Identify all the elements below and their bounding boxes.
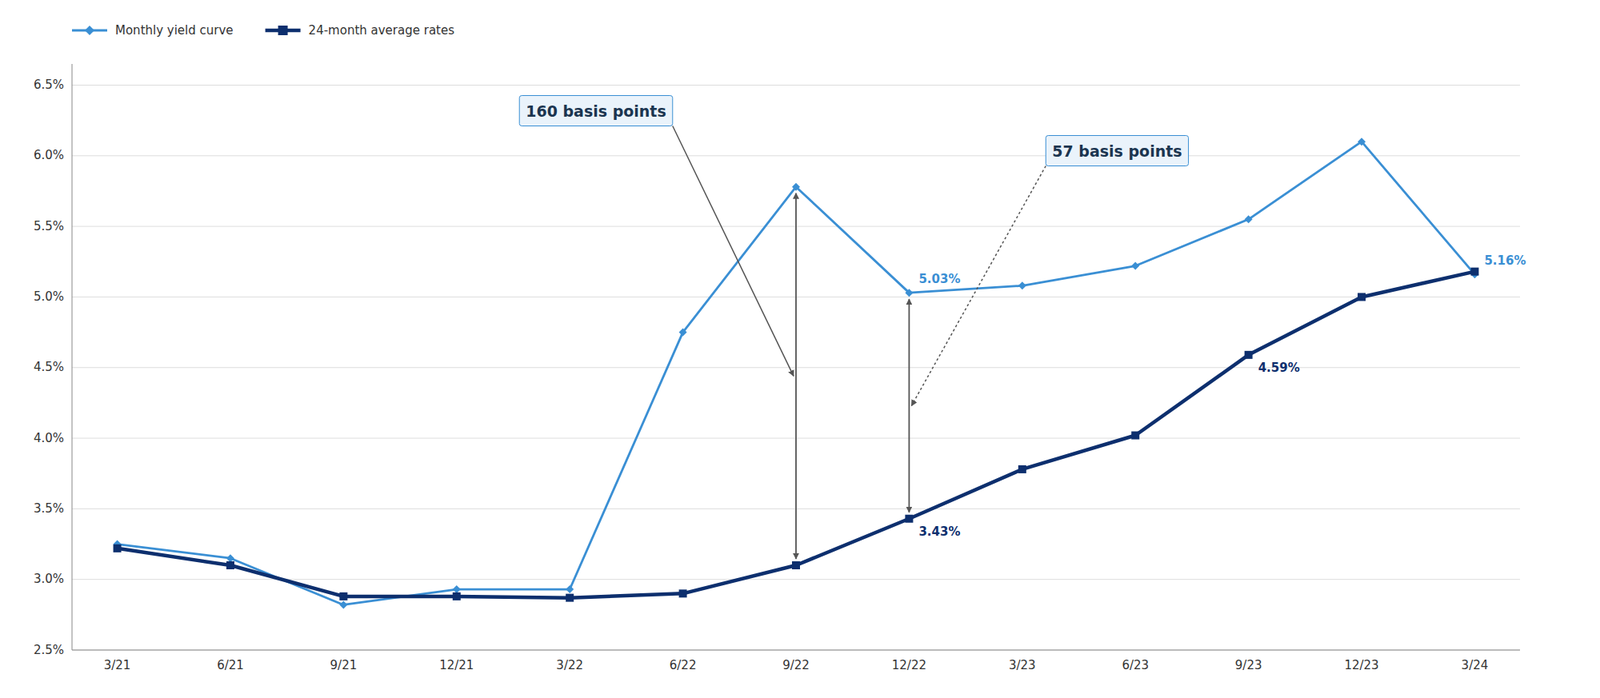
series-marker — [452, 592, 461, 601]
annotation-arrow — [672, 126, 794, 377]
x-tick-label: 3/22 — [556, 658, 584, 673]
series-marker — [1357, 137, 1366, 146]
grid-line — [72, 155, 1520, 156]
y-axis-line — [72, 64, 73, 651]
data-label: 5.03% — [918, 272, 960, 287]
x-axis-line — [72, 650, 1520, 652]
x-tick-label: 3/23 — [1008, 658, 1036, 673]
x-tick-label: 9/23 — [1235, 658, 1263, 673]
x-tick-label: 12/22 — [892, 658, 927, 673]
x-tick-label: 9/22 — [782, 658, 810, 673]
legend: Monthly yield curve 24-month average rate… — [72, 23, 455, 38]
series-marker — [1244, 215, 1253, 224]
annotation-box — [1045, 136, 1188, 167]
annotation: 160 basis points — [519, 96, 794, 377]
gap-arrow — [795, 193, 797, 560]
series-line — [117, 141, 1476, 605]
series-marker — [904, 288, 913, 297]
gap-arrow — [908, 299, 911, 513]
legend-label: 24-month average rates — [308, 23, 456, 38]
y-tick-label: 3.0% — [33, 572, 64, 587]
series-marker — [339, 600, 348, 609]
series-marker — [1131, 262, 1140, 271]
x-tick-label: 12/21 — [439, 658, 474, 673]
y-tick-label: 4.5% — [33, 360, 64, 375]
series-marker — [226, 554, 235, 563]
x-tick-label: 3/24 — [1461, 658, 1489, 673]
annotation-arrow — [911, 166, 1046, 407]
data-label: 5.16% — [1484, 253, 1526, 268]
series-marker — [1470, 268, 1479, 276]
annotation: 57 basis points — [911, 136, 1188, 407]
series-marker — [226, 561, 235, 570]
y-tick-label: 3.5% — [33, 501, 64, 516]
x-tick-label: 6/23 — [1121, 658, 1149, 673]
annotation-text: 160 basis points — [525, 102, 667, 120]
series-marker — [1131, 432, 1140, 440]
series-marker — [792, 183, 800, 192]
series-marker — [565, 585, 574, 594]
x-tick-label: 6/21 — [216, 658, 244, 673]
x-tick-label: 9/21 — [330, 658, 358, 673]
y-tick-label: 4.0% — [33, 431, 64, 446]
data-label: 3.43% — [918, 524, 960, 540]
y-tick-label: 6.5% — [33, 77, 64, 92]
plot-area — [113, 137, 1480, 609]
y-grid — [72, 84, 1520, 651]
legend-marker — [278, 25, 288, 36]
y-tick-label: 5.5% — [33, 219, 64, 234]
y-tick-label: 6.0% — [33, 148, 64, 163]
annotation-text: 57 basis points — [1052, 142, 1182, 160]
series-marker — [1018, 465, 1027, 474]
series-marker — [1018, 281, 1027, 290]
series-marker — [113, 544, 122, 553]
annotation-box — [519, 96, 673, 127]
grid-line — [72, 650, 1520, 652]
legend-label: Monthly yield curve — [115, 23, 234, 38]
series-marker — [679, 328, 688, 337]
x-tick-label: 6/22 — [669, 658, 697, 673]
series-marker — [565, 594, 574, 603]
series-marker — [679, 589, 688, 598]
series-marker — [1357, 292, 1366, 301]
legend-marker — [84, 25, 95, 36]
x-tick-label: 12/23 — [1344, 658, 1379, 673]
y-tick-label: 2.5% — [33, 643, 64, 658]
series-marker — [904, 515, 913, 524]
y-tick-label: 5.0% — [33, 289, 64, 304]
grid-line — [72, 84, 1520, 86]
series-marker — [452, 585, 461, 594]
series-marker — [339, 592, 348, 601]
series-marker — [792, 561, 800, 570]
x-tick-label: 3/21 — [104, 658, 132, 673]
chart: 2.5% 3.0% 3.5% 4.0% 4.5% 5.0% 5.5% 6.0% 6.5% 3/21… — [0, 0, 1600, 698]
series-marker — [1244, 351, 1253, 360]
data-label: 4.59% — [1258, 360, 1300, 376]
